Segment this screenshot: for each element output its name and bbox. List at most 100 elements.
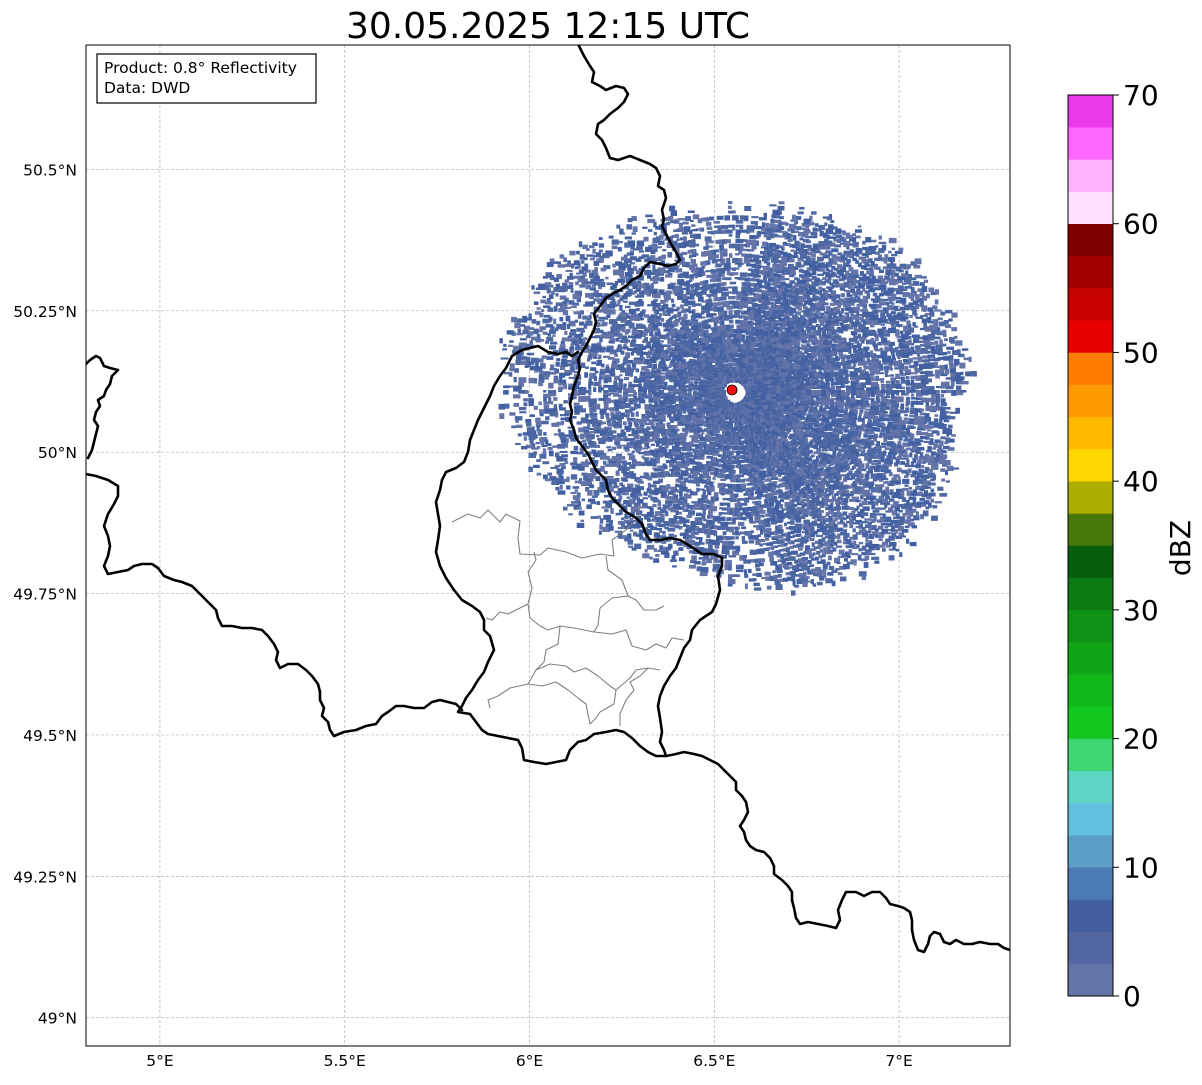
- echo-cell: [691, 315, 695, 321]
- echo-cell: [620, 370, 627, 373]
- echo-cell: [563, 400, 567, 403]
- echo-cell: [598, 440, 605, 444]
- echo-cell: [747, 225, 755, 230]
- echo-cell: [592, 249, 595, 254]
- echo-cell: [623, 394, 629, 396]
- echo-cell: [534, 370, 538, 372]
- echo-cell: [869, 246, 877, 250]
- echo-cell: [616, 225, 620, 229]
- echo-cell: [606, 446, 611, 448]
- echo-cell: [857, 322, 862, 327]
- echo-cell: [916, 317, 924, 319]
- echo-cell: [957, 349, 961, 355]
- echo-cell: [620, 340, 627, 343]
- echo-cell: [700, 380, 706, 382]
- echo-cell: [514, 368, 519, 373]
- echo-cell: [571, 492, 577, 494]
- echo-cell: [789, 280, 795, 284]
- echo-cell: [895, 251, 903, 254]
- echo-cell: [923, 322, 927, 328]
- echo-cell: [651, 301, 657, 306]
- echo-cell: [715, 264, 721, 268]
- echo-cell: [612, 246, 618, 250]
- echo-cell: [782, 222, 787, 226]
- echo-cell: [913, 357, 918, 359]
- echo-cell: [560, 414, 568, 416]
- echo-cell: [598, 398, 605, 401]
- echo-cell: [899, 248, 904, 252]
- echo-cell: [951, 390, 957, 396]
- echo-cell: [556, 362, 560, 367]
- echo-cell: [815, 330, 821, 336]
- echo-cell: [820, 294, 826, 300]
- echo-cell: [576, 273, 580, 275]
- echo-cell: [765, 228, 773, 234]
- echo-cell: [969, 357, 972, 362]
- echo-cell: [929, 311, 934, 317]
- echo-cell: [741, 287, 746, 292]
- echo-cell: [860, 309, 868, 312]
- echo-cell: [647, 219, 655, 223]
- echo-cell: [600, 414, 603, 419]
- echo-cell: [895, 374, 900, 379]
- echo-cell: [523, 432, 531, 436]
- echo-cell: [583, 304, 587, 306]
- echo-cell: [679, 223, 683, 229]
- echo-cell: [796, 226, 801, 230]
- echo-cell: [633, 226, 638, 232]
- echo-cell: [890, 374, 894, 377]
- echo-cell: [615, 261, 622, 266]
- echo-cell: [871, 382, 878, 387]
- echo-cell: [585, 414, 589, 418]
- echo-cell: [691, 224, 695, 226]
- echo-cell: [550, 258, 555, 262]
- echo-cell: [543, 390, 546, 393]
- echo-cell: [804, 245, 812, 248]
- echo-cell: [546, 356, 553, 360]
- echo-cell: [521, 356, 527, 360]
- echo-cell: [644, 443, 649, 447]
- echo-cell: [791, 250, 795, 252]
- echo-cell: [563, 507, 568, 511]
- echo-cell: [669, 206, 675, 212]
- echo-cell: [836, 234, 842, 238]
- echo-cell: [746, 335, 753, 340]
- echo-cell: [543, 398, 547, 402]
- echo-cell: [587, 358, 590, 362]
- echo-cell: [728, 201, 732, 204]
- echo-cell: [843, 303, 850, 308]
- echo-cell: [576, 251, 580, 255]
- echo-cell: [648, 229, 653, 232]
- echo-cell: [603, 356, 610, 358]
- echo-cell: [625, 306, 631, 308]
- echo-cell: [651, 444, 655, 446]
- echo-cell: [896, 384, 902, 390]
- echo-cell: [545, 340, 549, 343]
- echo-cell: [647, 446, 651, 448]
- echo-cell: [529, 453, 537, 458]
- echo-cell: [728, 287, 736, 289]
- echo-cell: [780, 281, 785, 286]
- echo-cell: [600, 324, 606, 326]
- echo-cell: [598, 390, 602, 393]
- echo-cell: [581, 363, 586, 368]
- echo-cell: [586, 504, 592, 509]
- echo-cell: [736, 334, 741, 339]
- echo-cell: [811, 282, 818, 287]
- echo-cell: [599, 237, 603, 240]
- echo-cell: [701, 321, 708, 326]
- echo-cell: [575, 282, 579, 286]
- echo-cell: [924, 363, 929, 367]
- echo-cell: [885, 310, 889, 314]
- echo-cell: [921, 276, 927, 279]
- echo-cell: [735, 239, 743, 243]
- echo-cell: [587, 490, 593, 496]
- echo-cell: [575, 266, 578, 269]
- echo-cell: [924, 280, 928, 283]
- echo-cell: [538, 433, 542, 436]
- echo-cell: [683, 389, 688, 391]
- echo-cell: [542, 319, 549, 324]
- echo-cell: [872, 284, 878, 286]
- echo-cell: [530, 439, 534, 443]
